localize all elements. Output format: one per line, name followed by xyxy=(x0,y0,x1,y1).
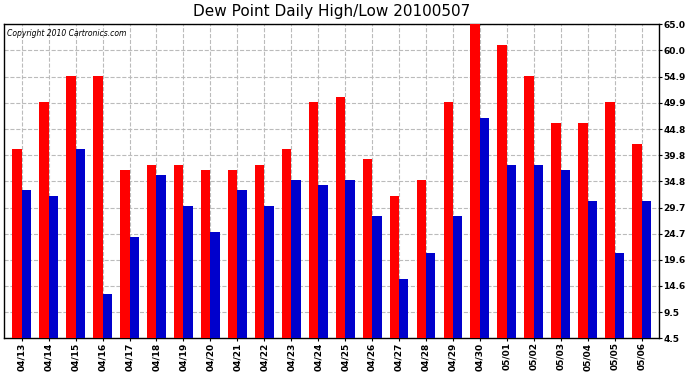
Bar xyxy=(237,190,247,362)
Bar xyxy=(524,76,534,362)
Bar xyxy=(103,294,112,362)
Bar xyxy=(184,206,193,362)
Title: Dew Point Daily High/Low 20100507: Dew Point Daily High/Low 20100507 xyxy=(193,4,471,19)
Bar xyxy=(255,165,264,362)
Bar xyxy=(363,159,372,362)
Bar xyxy=(147,165,157,362)
Bar xyxy=(12,149,21,362)
Bar xyxy=(157,175,166,362)
Bar xyxy=(399,279,408,362)
Bar xyxy=(48,196,58,362)
Bar xyxy=(336,97,345,362)
Bar xyxy=(264,206,274,362)
Bar xyxy=(66,76,76,362)
Bar xyxy=(174,165,184,362)
Bar xyxy=(201,170,210,362)
Bar xyxy=(471,24,480,362)
Bar xyxy=(417,180,426,362)
Bar xyxy=(291,180,301,362)
Bar xyxy=(282,149,291,362)
Bar xyxy=(534,165,543,362)
Bar xyxy=(120,170,130,362)
Bar xyxy=(390,196,399,362)
Bar xyxy=(551,123,561,362)
Bar xyxy=(632,144,642,362)
Bar xyxy=(39,102,48,362)
Bar xyxy=(21,190,31,362)
Bar xyxy=(642,201,651,362)
Bar xyxy=(480,118,489,362)
Bar xyxy=(588,201,597,362)
Bar xyxy=(578,123,588,362)
Bar xyxy=(76,149,85,362)
Text: Copyright 2010 Cartronics.com: Copyright 2010 Cartronics.com xyxy=(8,29,127,38)
Bar xyxy=(228,170,237,362)
Bar xyxy=(130,237,139,362)
Bar xyxy=(605,102,615,362)
Bar xyxy=(453,216,462,362)
Bar xyxy=(497,45,507,362)
Bar xyxy=(507,165,516,362)
Bar xyxy=(372,216,382,362)
Bar xyxy=(210,232,220,362)
Bar xyxy=(561,170,570,362)
Bar xyxy=(345,180,355,362)
Bar xyxy=(318,185,328,362)
Bar xyxy=(444,102,453,362)
Bar xyxy=(93,76,103,362)
Bar xyxy=(615,253,624,362)
Bar xyxy=(308,102,318,362)
Bar xyxy=(426,253,435,362)
